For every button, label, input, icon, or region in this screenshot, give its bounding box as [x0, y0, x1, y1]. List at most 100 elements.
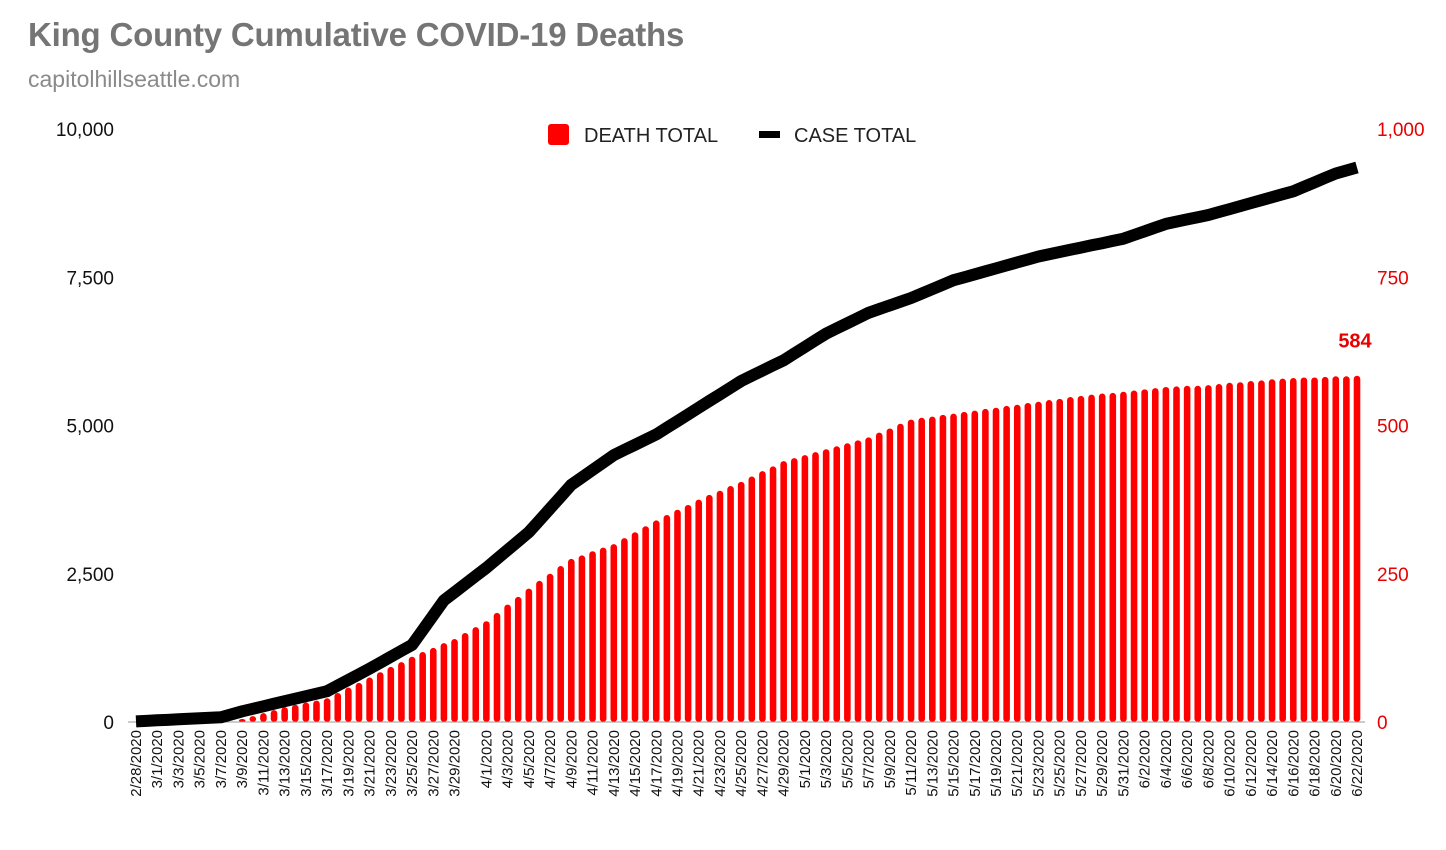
death-bar — [313, 700, 320, 722]
death-bar — [886, 428, 894, 722]
death-bar — [801, 455, 809, 722]
death-bar — [929, 416, 936, 722]
x-axis-tick-label: 5/3/2020 — [818, 730, 835, 788]
death-bar — [1236, 382, 1244, 722]
x-axis-tick-label: 4/13/2020 — [606, 730, 623, 797]
x-axis-tick-label: 4/5/2020 — [521, 730, 538, 788]
x-axis-tick-label: 3/3/2020 — [170, 730, 187, 788]
x-axis-tick-label: 3/21/2020 — [362, 730, 379, 797]
death-bar — [599, 547, 607, 722]
right-axis-tick-label: 250 — [1377, 565, 1409, 586]
death-bar — [1247, 381, 1255, 722]
death-bar — [451, 638, 458, 722]
death-bar — [270, 710, 278, 722]
x-axis-tick-label: 3/9/2020 — [234, 730, 251, 788]
death-bar — [812, 452, 819, 722]
death-bar — [323, 698, 331, 722]
death-bar — [429, 647, 437, 722]
x-axis-tick-label: 6/4/2020 — [1158, 730, 1175, 788]
right-axis: 0 250 500 750 1,000 — [1377, 120, 1425, 734]
x-axis-tick-label: 5/13/2020 — [924, 730, 941, 797]
death-bar — [1311, 377, 1318, 722]
death-bar — [642, 526, 649, 722]
death-bar — [982, 408, 989, 722]
death-bar — [907, 419, 915, 722]
x-axis-tick-label: 6/20/2020 — [1328, 730, 1345, 797]
left-axis-tick-label: 10,000 — [56, 120, 114, 141]
death-bar — [748, 476, 756, 722]
death-bar — [1194, 385, 1202, 722]
death-bar — [345, 687, 352, 722]
death-bar — [918, 417, 925, 722]
death-bar — [610, 544, 618, 722]
death-bar — [1268, 379, 1276, 722]
x-axis-tick-label: 5/1/2020 — [797, 730, 814, 788]
death-bar — [737, 481, 745, 722]
death-bar — [472, 627, 480, 722]
death-bar — [1045, 400, 1053, 722]
death-bar — [971, 410, 979, 722]
death-bar — [1353, 375, 1361, 722]
death-bar — [833, 446, 841, 722]
x-axis-tick-label: 4/9/2020 — [563, 730, 580, 788]
left-axis-tick-label: 5,000 — [66, 417, 114, 438]
death-bar — [1258, 380, 1265, 722]
x-axis-tick-label: 2/28/2020 — [128, 730, 145, 797]
death-bar — [854, 440, 862, 722]
death-bar — [1300, 377, 1308, 722]
legend-swatch-cases — [759, 131, 780, 138]
death-bar — [780, 461, 787, 722]
death-bar — [865, 437, 872, 722]
death-bar — [1173, 386, 1180, 722]
death-bar — [536, 580, 543, 722]
death-bar — [1024, 402, 1032, 722]
x-axis-tick-label: 3/27/2020 — [425, 730, 442, 797]
x-axis-tick-label: 4/25/2020 — [733, 730, 750, 797]
right-axis-tick-label: 500 — [1377, 417, 1409, 438]
x-axis-tick-label: 5/17/2020 — [967, 730, 984, 797]
x-axis-tick-label: 5/25/2020 — [1052, 730, 1069, 797]
death-bar — [674, 509, 681, 722]
x-axis-tick-label: 5/11/2020 — [903, 730, 920, 796]
death-bar — [790, 458, 798, 722]
x-axis-tick-label: 4/15/2020 — [627, 730, 644, 797]
x-axis-tick-label: 4/3/2020 — [500, 730, 517, 788]
death-bar — [525, 588, 533, 722]
death-bar — [1183, 385, 1191, 722]
x-axis-tick-label: 4/23/2020 — [712, 730, 729, 797]
death-bar — [504, 604, 511, 722]
legend: DEATH TOTAL CASE TOTAL — [548, 124, 916, 147]
death-bar — [1343, 376, 1350, 722]
death-bar — [291, 704, 299, 722]
x-axis-tick-label: 5/21/2020 — [1009, 730, 1026, 797]
right-axis-tick-label: 0 — [1377, 713, 1388, 734]
x-axis-tick-label: 3/15/2020 — [298, 730, 315, 797]
chart-title: King County Cumulative COVID-19 Deaths — [28, 16, 685, 53]
x-axis-tick-label: 3/11/2020 — [255, 730, 272, 796]
death-bar — [652, 520, 660, 722]
death-bar — [716, 490, 724, 722]
case-total-line — [135, 161, 1359, 728]
death-bar — [1215, 383, 1223, 722]
x-axis-tick-label: 6/2/2020 — [1137, 730, 1154, 788]
x-axis-tick-label: 3/13/2020 — [277, 730, 294, 797]
death-bar — [366, 677, 373, 722]
death-bar — [483, 621, 490, 722]
last-death-value-label: 584 — [1338, 331, 1372, 353]
death-bar — [238, 719, 246, 722]
x-axis-tick-label: 6/6/2020 — [1179, 730, 1196, 788]
death-bar — [950, 413, 957, 722]
death-bar — [621, 538, 628, 722]
x-axis-labels: 2/28/2020 3/1/2020 3/3/2020 3/5/2020 3/7/202… — [128, 730, 1366, 797]
death-bar — [568, 558, 575, 722]
death-bar — [1151, 388, 1159, 722]
x-axis-tick-label: 4/21/2020 — [691, 730, 708, 797]
death-bar — [875, 432, 883, 722]
death-bar — [1120, 391, 1127, 722]
death-bar — [355, 682, 363, 722]
death-bar — [1003, 405, 1010, 722]
legend-label-deaths: DEATH TOTAL — [584, 125, 718, 147]
left-axis-tick-label: 2,500 — [66, 565, 114, 586]
x-axis-tick-label: 3/29/2020 — [447, 730, 464, 797]
